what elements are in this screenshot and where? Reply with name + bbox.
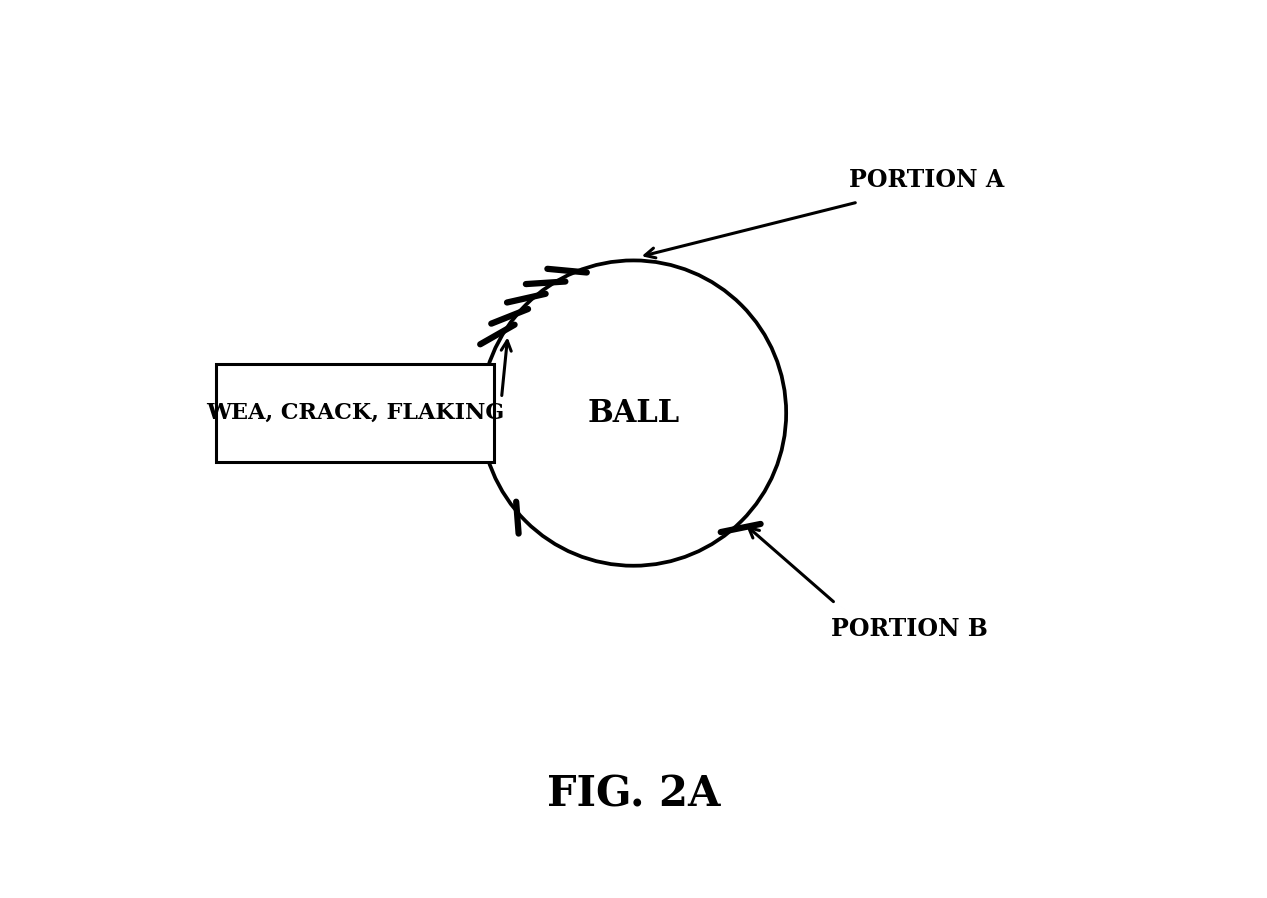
- Text: FIG. 2A: FIG. 2A: [547, 774, 720, 815]
- Text: BALL: BALL: [588, 398, 679, 428]
- Bar: [215, 364, 494, 462]
- Text: WEA, CRACK, FLAKING: WEA, CRACK, FLAKING: [207, 402, 504, 424]
- Text: PORTION A: PORTION A: [849, 168, 1005, 191]
- Text: PORTION B: PORTION B: [831, 617, 988, 640]
